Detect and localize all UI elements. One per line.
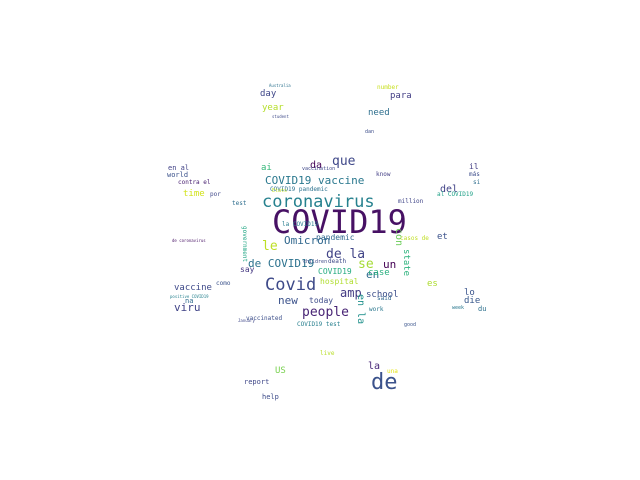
word-31: case <box>368 268 390 278</box>
word-3: Covid <box>265 275 316 295</box>
word-49: test <box>232 200 247 207</box>
word-71: children <box>303 259 327 265</box>
word-58: number <box>377 84 399 91</box>
word-7: de la <box>326 247 365 262</box>
word-76: January <box>238 318 255 323</box>
word-28: del <box>440 184 458 195</box>
word-41: hospital <box>320 277 359 286</box>
word-34: lo <box>464 288 475 298</box>
word-21: en la <box>355 294 366 324</box>
word-74: Etats <box>272 188 287 194</box>
word-53: como <box>216 280 231 287</box>
word-40: say <box>240 265 255 274</box>
word-5: people <box>302 305 349 320</box>
word-73: dan <box>365 129 374 135</box>
word-0: COVID19 <box>272 203 407 241</box>
word-70: week <box>452 305 464 311</box>
word-47: vaccinated <box>246 315 283 322</box>
word-16: vaccine <box>174 283 212 293</box>
word-29: pandemic <box>316 233 355 242</box>
word-54: por <box>210 191 221 198</box>
word-79: student <box>272 114 289 119</box>
word-24: year <box>262 103 284 113</box>
word-63: il <box>469 162 479 171</box>
word-51: government <box>241 226 248 263</box>
word-65: al COVID19 <box>437 191 474 198</box>
word-38: da <box>310 160 322 171</box>
word-52: na <box>185 297 193 305</box>
word-4: de COVID19 <box>248 257 314 270</box>
word-61: du <box>478 305 486 313</box>
word-33: et <box>437 232 448 242</box>
word-45: report <box>244 378 269 386</box>
word-20: US <box>275 366 286 376</box>
word-32: con <box>393 228 404 246</box>
word-56: said <box>377 295 392 302</box>
word-77: de coronavirus <box>172 238 206 243</box>
word-75: good <box>404 322 416 328</box>
word-18: school <box>366 290 399 300</box>
word-2: de <box>371 370 398 395</box>
word-36: es <box>427 279 438 289</box>
word-69: casos de <box>400 235 429 242</box>
word-27: time <box>183 189 205 199</box>
word-23: day <box>260 89 277 99</box>
word-10: le <box>262 239 278 254</box>
word-66: en al <box>168 164 189 172</box>
word-22: COVID19 <box>318 267 352 276</box>
word-59: una <box>387 368 398 375</box>
word-13: un <box>383 258 396 271</box>
word-46: help <box>262 393 279 401</box>
word-1: coronavirus <box>262 192 375 212</box>
word-43: COVID19 test <box>297 321 341 328</box>
word-26: para <box>390 91 412 101</box>
word-80: Australia <box>269 83 291 88</box>
word-6: COVID19 vaccine <box>265 174 364 187</box>
word-64: más <box>469 171 480 178</box>
word-9: amp <box>340 286 362 300</box>
word-57: know <box>376 171 391 178</box>
word-48: death <box>328 258 346 265</box>
word-72: vaccination <box>302 166 335 172</box>
word-19: la <box>368 361 380 372</box>
word-60: live <box>320 350 335 357</box>
word-44: la COVID19 <box>282 221 319 228</box>
word-37: today <box>309 296 333 305</box>
word-30: state <box>401 249 411 276</box>
word-67: world <box>167 171 188 179</box>
word-17: viru <box>174 301 201 314</box>
word-15: new <box>278 294 298 307</box>
word-55: work <box>369 306 384 313</box>
word-14: se <box>358 257 374 272</box>
word-68: contra el <box>178 179 211 186</box>
word-50: million <box>398 198 424 205</box>
word-25: need <box>368 108 390 118</box>
word-78: positive COVID19 <box>170 294 209 299</box>
word-11: Omicron <box>284 234 330 247</box>
word-39: ai <box>261 163 272 173</box>
word-8: que <box>332 154 356 169</box>
word-12: en <box>366 268 379 281</box>
word-42: COVID19 pandemic <box>270 186 328 193</box>
word-35: die <box>464 296 480 306</box>
word-62: si <box>473 179 481 186</box>
